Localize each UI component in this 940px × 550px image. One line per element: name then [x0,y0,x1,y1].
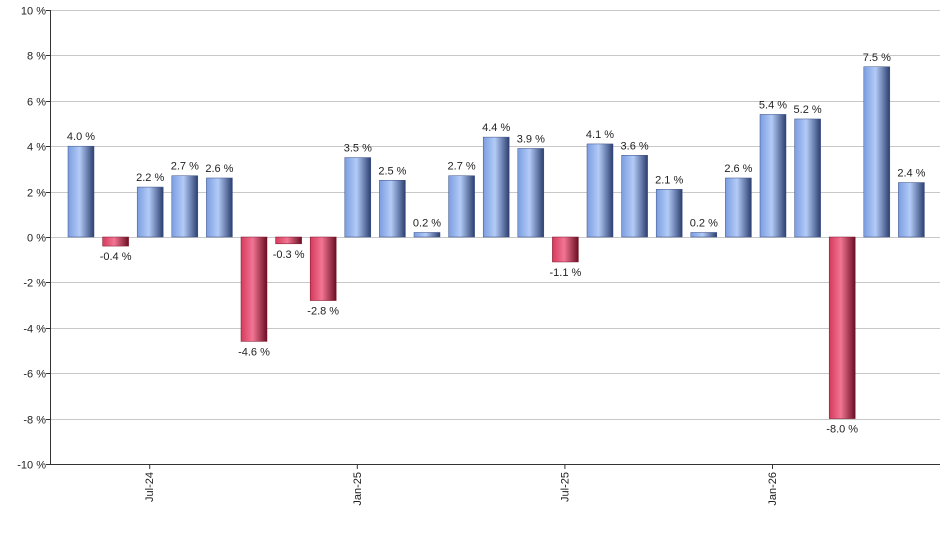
bar-value-label: 7.5 % [863,52,891,64]
bar-value-label: 2.7 % [448,161,476,173]
bar [690,232,718,238]
bar-value-label: -8.0 % [826,424,858,436]
y-tick-label: 10 % [21,6,46,18]
bar [898,182,925,238]
bar [482,136,510,238]
bar-value-label: -0.3 % [273,249,305,261]
y-tick-label: 8 % [27,51,46,63]
y-tick-label: -8 % [23,415,46,427]
bar-value-label: 2.2 % [136,172,164,184]
bar-value-label: 3.5 % [344,143,372,155]
y-tick-label: 2 % [27,188,46,200]
bar-value-label: 4.1 % [586,129,614,141]
y-tick-label: 4 % [27,142,46,154]
bar [136,186,164,238]
bar [586,143,614,238]
bar [344,157,372,238]
bar-labels: 4.0 % -0.4 % 2.2 % 2.7 % 2.6 % -4.6 % -0.3 % -2… [67,52,926,436]
bar [794,118,821,238]
x-tick-label: Jan-26 [767,472,779,506]
bar-value-label: -1.1 % [550,267,582,279]
y-tick-label: 6 % [27,97,46,109]
bar [863,66,891,238]
bar-value-label: 4.4 % [482,122,510,134]
bar-value-label: 3.6 % [621,140,649,152]
bar-value-label: 5.2 % [794,104,822,116]
y-tick-label: -6 % [23,369,46,381]
y-tick-label: -4 % [23,324,46,336]
x-tick-label: Jan-25 [352,472,364,506]
bar [379,180,406,238]
bar-value-label: 2.5 % [378,165,406,177]
bar-value-label: -4.6 % [238,346,270,358]
bar [759,114,787,238]
bar [413,232,441,238]
bar-value-label: 5.4 % [759,99,787,111]
bar [275,236,302,245]
bar-value-label: 2.7 % [171,161,199,173]
bar-value-label: 0.2 % [690,217,718,229]
bar [448,175,475,238]
bar [102,236,129,247]
bar [171,175,199,238]
y-tick-label: 0 % [27,233,46,245]
bar [309,236,337,301]
bar-value-label: -0.4 % [100,251,132,263]
bar [240,236,268,342]
x-axis: Jul-24 Jan-25 Jul-25 Jan-26 [50,464,940,506]
bar-value-label: -2.8 % [307,306,339,318]
bar [67,145,95,238]
y-axis: 10 % 8 % 6 % 4 % 2 % 0 % -2 % -4 % -6 % -8 % -10 % [17,6,51,472]
bar [725,177,752,238]
bar-value-label: 2.1 % [655,174,683,186]
bar-value-label: 0.2 % [413,217,441,229]
bar [552,236,579,263]
bar-value-label: 2.6 % [205,163,233,175]
y-tick-label: -2 % [23,278,46,290]
bar-value-label: 2.6 % [724,163,752,175]
x-tick-label: Jul-24 [144,472,156,502]
y-tick-label: -10 % [17,460,46,472]
bar-value-label: 4.0 % [67,131,95,143]
bar [828,236,856,419]
bar [655,189,683,238]
bar-value-label: 3.9 % [517,133,545,145]
bar [517,148,545,238]
bar [621,155,648,238]
x-tick-label: Jul-25 [559,472,571,502]
bars [67,66,925,419]
bar [206,177,233,238]
bar-value-label: 2.4 % [897,168,925,180]
